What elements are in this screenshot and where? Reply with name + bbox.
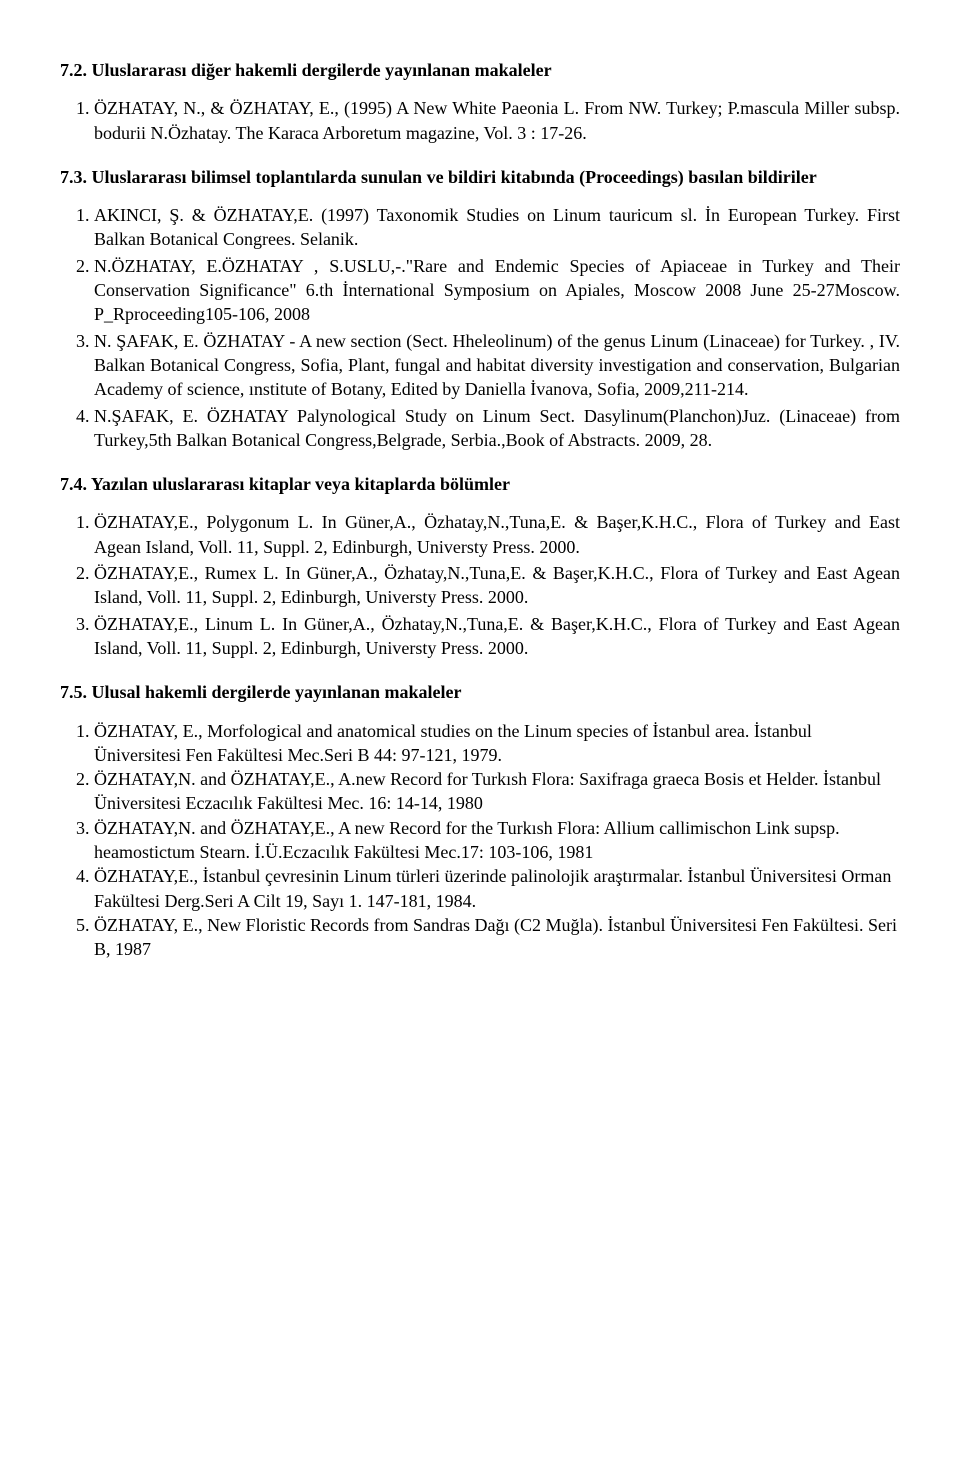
list-item: N. ŞAFAK, E. ÖZHATAY - A new section (Se… [94, 329, 900, 402]
list-item: ÖZHATAY,N. and ÖZHATAY,E., A.new Record … [94, 767, 900, 816]
list-item: N.ŞAFAK, E. ÖZHATAY Palynological Study … [94, 404, 900, 453]
section-7-3: 7.3. Uluslararası bilimsel toplantılarda… [60, 165, 900, 452]
section-7-4: 7.4. Yazılan uluslararası kitaplar veya … [60, 472, 900, 660]
list-item: N.ÖZHATAY, E.ÖZHATAY , S.USLU,-."Rare an… [94, 254, 900, 327]
section-7-3-list: AKINCI, Ş. & ÖZHATAY,E. (1997) Taxonomik… [60, 203, 900, 452]
section-7-2-heading: 7.2. Uluslararası diğer hakemli dergiler… [60, 58, 900, 82]
list-item: AKINCI, Ş. & ÖZHATAY,E. (1997) Taxonomik… [94, 203, 900, 252]
section-7-4-heading: 7.4. Yazılan uluslararası kitaplar veya … [60, 472, 900, 496]
section-7-5: 7.5. Ulusal hakemli dergilerde yayınlana… [60, 680, 900, 961]
list-item: ÖZHATAY,E., İstanbul çevresinin Linum tü… [94, 864, 900, 913]
list-item: ÖZHATAY,E., Linum L. In Güner,A., Özhata… [94, 612, 900, 661]
section-7-5-heading: 7.5. Ulusal hakemli dergilerde yayınlana… [60, 680, 900, 704]
section-7-2-list: ÖZHATAY, N., & ÖZHATAY, E., (1995) A New… [60, 96, 900, 145]
list-item: ÖZHATAY,E., Polygonum L. In Güner,A., Öz… [94, 510, 900, 559]
list-item: ÖZHATAY, E., Morfological and anatomical… [94, 719, 900, 768]
list-item: ÖZHATAY,E., Rumex L. In Güner,A., Özhata… [94, 561, 900, 610]
list-item: ÖZHATAY,N. and ÖZHATAY,E., A new Record … [94, 816, 900, 865]
section-7-5-list: ÖZHATAY, E., Morfological and anatomical… [60, 719, 900, 962]
section-7-4-list: ÖZHATAY,E., Polygonum L. In Güner,A., Öz… [60, 510, 900, 660]
section-7-3-heading: 7.3. Uluslararası bilimsel toplantılarda… [60, 165, 900, 189]
list-item: ÖZHATAY, N., & ÖZHATAY, E., (1995) A New… [94, 96, 900, 145]
list-item: ÖZHATAY, E., New Floristic Records from … [94, 913, 900, 962]
section-7-2: 7.2. Uluslararası diğer hakemli dergiler… [60, 58, 900, 145]
